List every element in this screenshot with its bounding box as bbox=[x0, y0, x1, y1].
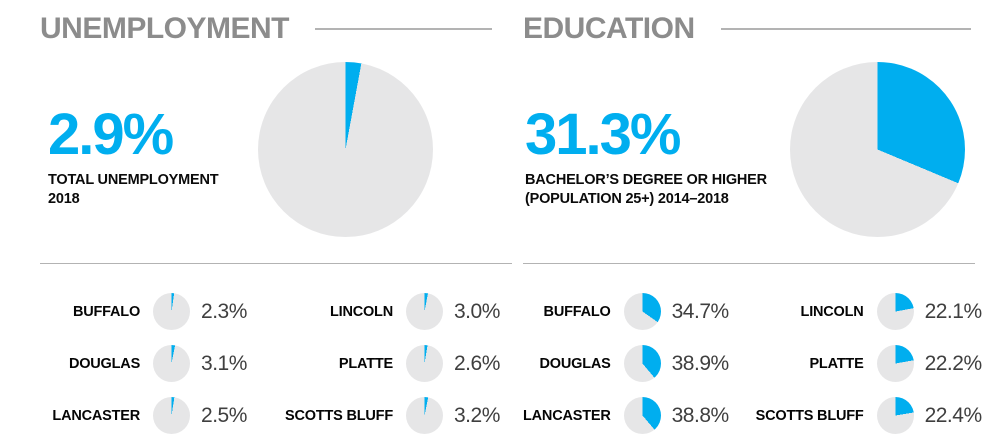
county-pie-chart bbox=[153, 345, 191, 382]
county-row: LINCOLN 22.1% bbox=[756, 293, 983, 330]
education-pie-chart bbox=[790, 62, 965, 237]
county-name: SCOTTS BLUFF bbox=[285, 407, 393, 424]
education-section-divider bbox=[523, 263, 975, 264]
education-caption: BACHELOR’S DEGREE OR HIGHER (POPULATION … bbox=[525, 171, 767, 209]
county-row: LANCASTER 2.5% bbox=[40, 397, 259, 434]
education-summary: 31.3% BACHELOR’S DEGREE OR HIGHER (POPUL… bbox=[523, 46, 975, 263]
unemployment-pie-chart bbox=[258, 62, 433, 237]
unemployment-title-rule bbox=[315, 28, 492, 30]
county-name: DOUGLAS bbox=[539, 355, 611, 372]
county-name: LINCOLN bbox=[329, 303, 393, 320]
county-name: LANCASTER bbox=[52, 407, 141, 424]
county-row: LANCASTER 38.8% bbox=[523, 397, 730, 434]
county-pie-chart bbox=[406, 397, 443, 434]
county-pie-chart bbox=[406, 293, 443, 330]
county-value: 2.6% bbox=[454, 351, 500, 375]
county-name: PLATTE bbox=[338, 355, 393, 372]
county-pie-chart bbox=[623, 293, 661, 330]
education-header: EDUCATION bbox=[523, 12, 975, 46]
unemployment-section-divider bbox=[40, 263, 512, 264]
education-stat-block: 31.3% BACHELOR’S DEGREE OR HIGHER (POPUL… bbox=[525, 106, 767, 209]
unemployment-summary: 2.9% TOTAL UNEMPLOYMENT 2018 bbox=[40, 46, 512, 263]
county-value: 22.4% bbox=[924, 403, 983, 427]
county-value: 22.2% bbox=[924, 351, 983, 375]
county-row: BUFFALO 34.7% bbox=[523, 293, 730, 330]
unemployment-county-grid: BUFFALO 2.3% LINCOLN 3.0% DOUGLAS 3.1% P… bbox=[40, 264, 512, 434]
county-pie-chart bbox=[406, 345, 443, 382]
county-row: LINCOLN 3.0% bbox=[285, 293, 512, 330]
county-name: LINCOLN bbox=[800, 303, 864, 320]
county-row: PLATTE 2.6% bbox=[285, 345, 512, 382]
county-row: DOUGLAS 3.1% bbox=[40, 345, 259, 382]
county-name: SCOTTS BLUFF bbox=[755, 407, 864, 424]
education-county-grid: BUFFALO 34.7% LINCOLN 22.1% DOUGLAS 38.9… bbox=[523, 264, 982, 434]
county-pie-chart bbox=[153, 293, 191, 330]
county-value: 22.1% bbox=[924, 299, 983, 323]
unemployment-header: UNEMPLOYMENT bbox=[40, 12, 512, 46]
county-pie-chart bbox=[623, 345, 661, 382]
unemployment-title: UNEMPLOYMENT bbox=[40, 12, 290, 45]
education-title-rule bbox=[720, 28, 971, 30]
county-row: DOUGLAS 38.9% bbox=[523, 345, 730, 382]
county-value: 38.8% bbox=[671, 403, 730, 427]
county-value: 3.2% bbox=[454, 403, 500, 427]
education-caption-line-2: (POPULATION 25+) 2014–2018 bbox=[525, 191, 729, 208]
county-name: PLATTE bbox=[809, 355, 864, 372]
county-row: PLATTE 22.2% bbox=[756, 345, 983, 382]
county-pie-chart bbox=[153, 397, 191, 434]
county-pie-chart bbox=[876, 345, 914, 382]
county-value: 3.0% bbox=[454, 299, 500, 323]
section-unemployment: UNEMPLOYMENT 2.9% TOTAL UNEMPLOYMENT 201… bbox=[40, 12, 512, 434]
county-row: SCOTTS BLUFF 22.4% bbox=[756, 397, 983, 434]
county-value: 2.3% bbox=[201, 299, 247, 323]
county-value: 38.9% bbox=[671, 351, 730, 375]
education-stat-value: 31.3% bbox=[525, 102, 681, 167]
county-name: DOUGLAS bbox=[68, 355, 141, 372]
county-value: 2.5% bbox=[201, 403, 247, 427]
county-name: LANCASTER bbox=[523, 407, 611, 424]
county-value: 34.7% bbox=[671, 299, 730, 323]
unemployment-stat-value: 2.9% bbox=[48, 102, 174, 167]
county-pie-chart bbox=[876, 397, 914, 434]
county-name: BUFFALO bbox=[72, 303, 141, 320]
education-title: EDUCATION bbox=[523, 12, 695, 45]
county-row: SCOTTS BLUFF 3.2% bbox=[285, 397, 512, 434]
unemployment-caption: TOTAL UNEMPLOYMENT 2018 bbox=[48, 171, 219, 209]
county-value: 3.1% bbox=[201, 351, 247, 375]
education-caption-line-1: BACHELOR’S DEGREE OR HIGHER bbox=[525, 172, 767, 188]
section-education: EDUCATION 31.3% BACHELOR’S DEGREE OR HIG… bbox=[523, 0, 989, 445]
unemployment-stat-block: 2.9% TOTAL UNEMPLOYMENT 2018 bbox=[48, 102, 219, 209]
unemployment-caption-line-2: 2018 bbox=[48, 191, 80, 208]
unemployment-caption-line-1: TOTAL UNEMPLOYMENT bbox=[48, 172, 219, 188]
county-pie-chart bbox=[623, 397, 661, 434]
county-pie-chart bbox=[876, 293, 914, 330]
county-name: BUFFALO bbox=[543, 303, 611, 320]
county-row: BUFFALO 2.3% bbox=[40, 293, 259, 330]
